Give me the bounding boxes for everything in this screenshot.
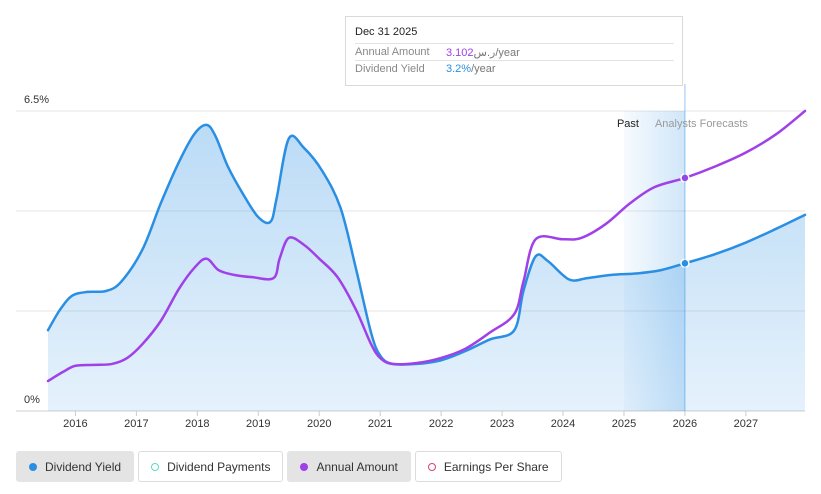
legend: Dividend Yield Dividend Payments Annual … <box>16 451 562 482</box>
legend-label: Earnings Per Share <box>443 459 549 474</box>
x-tick-label: 2022 <box>429 418 453 430</box>
tooltip-value: 3.102 <box>446 47 474 59</box>
legend-label: Dividend Yield <box>45 459 122 474</box>
legend-earnings-per-share[interactable]: Earnings Per Share <box>414 451 562 482</box>
tooltip-label: Annual Amount <box>355 46 430 58</box>
tooltip-date: Dec 31 2025 <box>355 26 418 38</box>
dividend-yield-area <box>48 124 805 411</box>
legend-dot-icon <box>300 462 309 471</box>
dividend-yield-line <box>46 123 807 366</box>
dividend-chart: 6.5% 0% 2016 2017 2018 2019 2020 2021 2022 2023 2… <box>16 84 807 430</box>
x-tick-label: 2027 <box>734 418 758 430</box>
tooltip-unit: ر.س/year <box>473 47 520 59</box>
legend-dot-icon <box>29 462 37 471</box>
tooltip-row-annual-amount: Annual Amount 3.102ر.س/year <box>355 43 674 61</box>
forecast-region-label: Analysts Forecasts <box>655 118 748 130</box>
annual-amount-line <box>46 109 807 383</box>
legend-label: Annual Amount <box>316 459 398 474</box>
past-region-label: Past <box>617 118 639 130</box>
tooltip: Dec 31 2025 Annual Amount 3.102ر.س/year … <box>345 16 683 86</box>
y-tick-label: 0% <box>24 394 40 406</box>
tooltip-value: 3.2% <box>446 63 472 75</box>
x-tick-label: 2016 <box>63 418 87 430</box>
legend-label: Dividend Payments <box>167 459 271 474</box>
tooltip-label: Dividend Yield <box>355 63 425 75</box>
legend-dividend-yield[interactable]: Dividend Yield <box>16 451 135 482</box>
legend-ring-icon <box>427 462 436 471</box>
x-tick-label: 2024 <box>551 418 575 430</box>
legend-annual-amount[interactable]: Annual Amount <box>287 451 411 482</box>
tooltip-value-wrap: 3.2%/year <box>446 63 496 75</box>
legend-ring-icon <box>151 462 160 471</box>
x-tick-label: 2025 <box>612 418 636 430</box>
x-tick-label: 2019 <box>246 418 270 430</box>
x-tick-label: 2020 <box>307 418 331 430</box>
x-tick-label: 2018 <box>185 418 209 430</box>
y-tick-label: 6.5% <box>24 94 49 106</box>
legend-dividend-payments[interactable]: Dividend Payments <box>138 451 284 482</box>
x-tick-label: 2017 <box>124 418 148 430</box>
x-tick-label: 2026 <box>673 418 697 430</box>
x-tick-label: 2023 <box>490 418 514 430</box>
tooltip-row-dividend-yield: Dividend Yield 3.2%/year <box>355 60 674 78</box>
x-tick-label: 2021 <box>368 418 392 430</box>
tooltip-unit: /year <box>471 63 496 75</box>
tooltip-value-wrap: 3.102ر.س/year <box>446 46 520 59</box>
